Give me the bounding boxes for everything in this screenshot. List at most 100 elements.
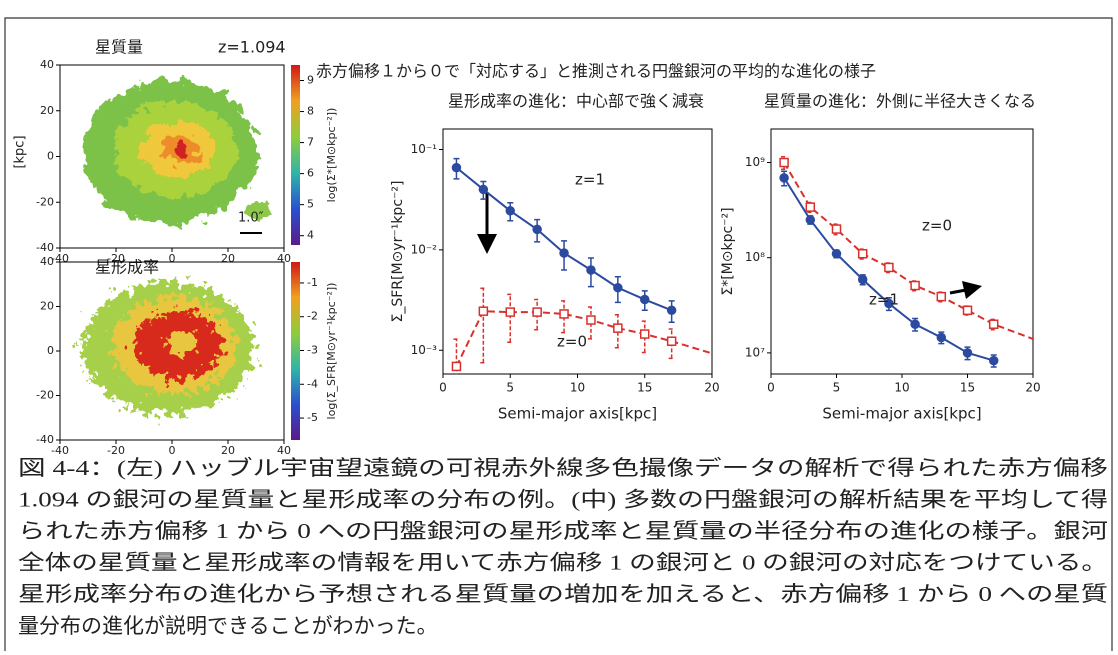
marker <box>990 357 998 365</box>
marker <box>911 320 919 328</box>
series-line <box>784 163 1033 339</box>
plot-frame <box>771 129 1033 374</box>
marker <box>452 164 460 172</box>
error-bar <box>507 294 513 342</box>
y-tick-label: -40 <box>36 433 54 446</box>
colorbar-tick-label: 9 <box>307 74 314 87</box>
x-tick-label: 15 <box>637 381 652 395</box>
marker <box>859 276 867 284</box>
x-tick-label: 15 <box>960 381 975 395</box>
x-tick-label: 20 <box>221 252 235 265</box>
colorbar-label: log(Σ_SFR[M⊙yr⁻¹kpc⁻²]) <box>325 283 338 420</box>
colorbar-tick-label: 5 <box>307 198 314 211</box>
y-tick-label: -20 <box>36 389 54 402</box>
colorbar-tick-label: -1 <box>307 276 318 289</box>
x-tick-label: 20 <box>704 381 719 395</box>
y-tick-label: 10⁷ <box>745 345 765 359</box>
marker <box>533 308 541 316</box>
series-label: z=0 <box>922 217 952 235</box>
x-tick-label: 10 <box>570 381 585 395</box>
marker <box>587 266 595 274</box>
marker <box>859 250 867 258</box>
x-tick-label: 20 <box>1025 381 1040 395</box>
marker <box>614 284 622 292</box>
colorbar-tick-label: -5 <box>307 411 318 424</box>
y-tick-label: 20 <box>40 300 54 313</box>
figure: 星質量 z=1.094 [kpc] 1.0″ 星形成率 log(Σ*[M⊙kpc… <box>0 0 1118 651</box>
caption-line: 図 4-4：(左) ハッブル宇宙望遠鏡の可視赤外線多色撮像データの解析で得られた… <box>18 456 1108 480</box>
colorbar-tick-label: -3 <box>307 343 318 356</box>
colorbar-tick-label: 8 <box>307 105 314 118</box>
marker <box>452 362 460 370</box>
x-axis-label: Semi-major axis[kpc] <box>498 405 657 423</box>
figure-title: 赤方偏移１から０で「対応する」と推測される円盤銀河の平均的な進化の様子 <box>316 62 876 81</box>
marker <box>506 207 514 215</box>
scale-label: 1.0″ <box>238 211 264 226</box>
x-axis-label: Semi-major axis[kpc] <box>822 405 981 423</box>
map-title: 星質量 <box>95 38 143 57</box>
error-bar <box>480 288 486 363</box>
marker <box>780 159 788 167</box>
plot-area <box>780 157 1033 367</box>
y-tick-label: 20 <box>40 104 54 117</box>
marker <box>937 334 945 342</box>
marker <box>937 293 945 301</box>
marker <box>964 306 972 314</box>
x-tick-label: 10 <box>894 381 909 395</box>
caption-line: 量分布の進化が説明できることがわかった。 <box>18 614 438 638</box>
y-tick-label: 40 <box>40 58 54 71</box>
marker <box>885 263 893 271</box>
y-tick-label: 40 <box>40 255 54 268</box>
map-image <box>82 80 270 224</box>
y-tick-label: -20 <box>36 195 54 208</box>
y-tick-label: -40 <box>36 241 54 254</box>
series-label: z=0 <box>557 333 587 351</box>
y-tick-label: 10⁻³ <box>411 343 438 357</box>
marker <box>833 225 841 233</box>
y-tick-label: 0 <box>47 150 54 163</box>
x-tick-label: 0 <box>767 381 775 395</box>
y-axis-label: [kpc] <box>13 135 28 168</box>
series-label: z=1 <box>575 171 605 189</box>
marker <box>964 349 972 357</box>
x-tick-label: 0 <box>169 252 176 265</box>
page: 星質量 z=1.094 [kpc] 1.0″ 星形成率 log(Σ*[M⊙kpc… <box>0 0 1118 655</box>
marker <box>911 282 919 290</box>
colorbar-label: log(Σ*[M⊙kpc⁻²]) <box>325 108 338 203</box>
colorbar-tick-label: 7 <box>307 136 314 149</box>
y-axis-label: Σ*[M⊙kpc⁻²] <box>720 207 736 295</box>
colorbar <box>291 65 300 245</box>
marker <box>668 306 676 314</box>
colorbar <box>291 262 300 440</box>
colorbar-tick-label: 6 <box>307 167 314 180</box>
marker <box>806 216 814 224</box>
y-tick-label: 10⁻² <box>411 242 438 256</box>
map-title: 星形成率 <box>95 258 159 277</box>
marker <box>560 249 568 257</box>
marker <box>533 225 541 233</box>
y-tick-label: 10⁻¹ <box>411 142 438 156</box>
x-tick-label: 5 <box>833 381 841 395</box>
series-label: z=1 <box>869 291 899 309</box>
marker <box>560 310 568 318</box>
x-tick-label: 0 <box>439 381 447 395</box>
marker <box>479 185 487 193</box>
colorbar-tick-label: 4 <box>307 229 314 242</box>
marker <box>990 320 998 328</box>
y-tick-label: 10⁸ <box>745 250 765 264</box>
chart-title: 星形成率の進化：中心部で強く減衰 <box>448 92 704 111</box>
caption-line: 星形成率分布の進化から予想される星質量の増加を加えると、赤方偏移 1 から 0 … <box>18 582 1108 606</box>
colorbar-tick-label: -2 <box>307 310 318 323</box>
caption-line: 1.094 の銀河の星質量と星形成率の分布の例。(中) 多数の円盤銀河の解析結果… <box>18 487 1108 511</box>
marker <box>641 296 649 304</box>
chart-title: 星質量の進化：外側に半径大きくなる <box>764 92 1036 111</box>
y-axis-label: Σ_SFR[M⊙yr⁻¹kpc⁻²] <box>390 181 406 323</box>
marker <box>479 307 487 315</box>
y-tick-label: 0 <box>47 344 54 357</box>
caption-line: られた赤方偏移 1 から 0 への円盤銀河の星形成率と星質量の半径分布の進化の様… <box>18 519 1108 543</box>
marker <box>780 174 788 182</box>
x-tick-label: 5 <box>506 381 514 395</box>
marker <box>668 337 676 345</box>
marker <box>833 250 841 258</box>
y-tick-label: 10⁹ <box>745 155 765 169</box>
